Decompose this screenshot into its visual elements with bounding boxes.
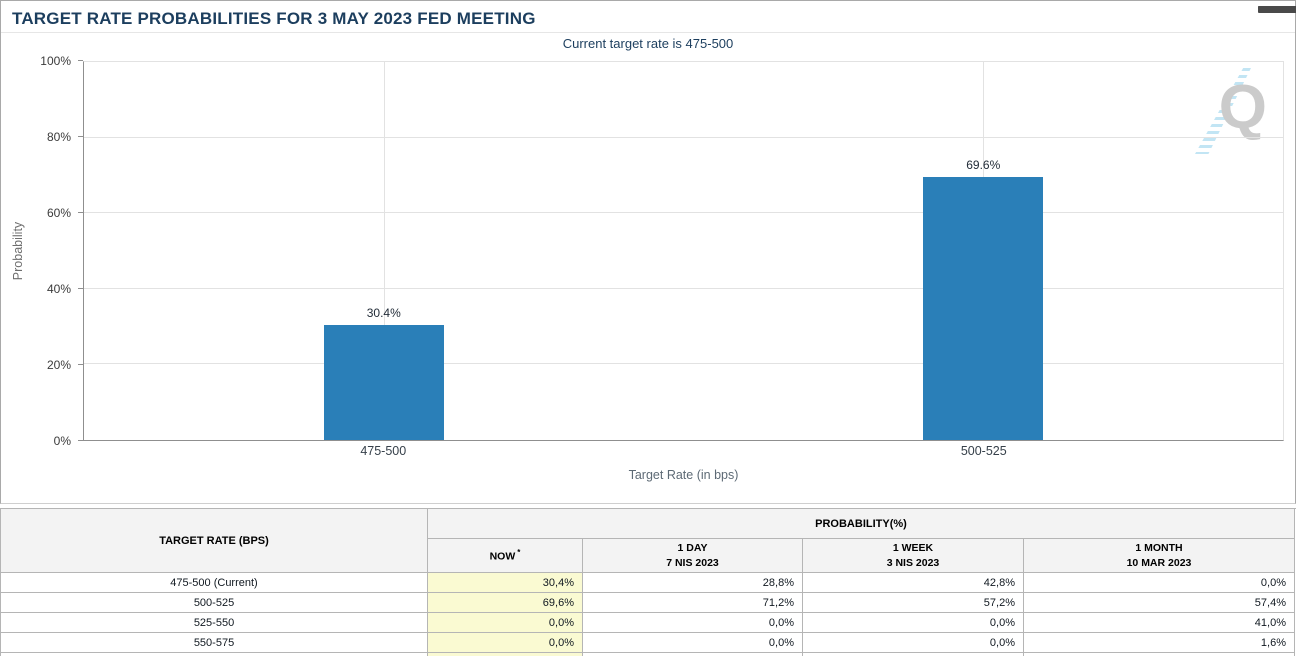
subcolumn-label: NOW * (489, 547, 521, 563)
watermark-letter: Q (1218, 73, 1267, 142)
probability-cell: 1,6% (1024, 633, 1295, 653)
partial-cell (583, 653, 803, 656)
plot-area: Q 30.4% 69.6% (83, 61, 1284, 441)
h-gridline (84, 212, 1283, 214)
x-axis-title: Target Rate (in bps) (628, 468, 739, 482)
subcolumn-header-now: NOW * (428, 539, 583, 573)
table-row: 550-575 0,0% 0,0% 0,0% 1,6% (1, 633, 1296, 653)
probability-header-group: PROBABILITY(%) NOW * 1 DAY 7 NIS 2023 1 WEEK… (428, 509, 1295, 573)
target-rate-header: TARGET RATE (BPS) (1, 509, 428, 573)
chart-panel: TARGET RATE PROBABILITIES FOR 3 MAY 2023… (0, 0, 1296, 504)
y-tick-label: 100% (40, 54, 71, 68)
probability-cell: 0,0% (428, 633, 583, 653)
subcolumn-date: 3 NIS 2023 (886, 556, 940, 569)
probability-cell: 57,2% (803, 593, 1024, 613)
x-category-label: 475-500 (360, 444, 407, 458)
y-tick-label: 80% (46, 130, 71, 144)
target-rate-cell: 475-500 (Current) (1, 573, 428, 593)
y-tick-label: 0% (53, 434, 71, 448)
target-rate-cell: 525-550 (1, 613, 428, 633)
y-tick-label: 20% (46, 358, 71, 372)
bar-475-500[interactable] (323, 325, 444, 440)
subcolumn-date: 10 MAR 2023 (1126, 556, 1192, 569)
probability-cell: 0,0% (583, 633, 803, 653)
target-rate-cell: 500-525 (1, 593, 428, 613)
partial-cell (1024, 653, 1295, 656)
subcolumn-label: 1 DAY (677, 542, 708, 555)
probability-cell: 0,0% (803, 633, 1024, 653)
y-tick-mark (78, 440, 83, 441)
probability-cell: 69,6% (428, 593, 583, 613)
table-row: 525-550 0,0% 0,0% 0,0% 41,0% (1, 613, 1296, 633)
y-tick-mark (78, 60, 83, 61)
page-title: TARGET RATE PROBABILITIES FOR 3 MAY 2023… (12, 9, 536, 28)
subcolumn-date: 7 NIS 2023 (666, 556, 719, 569)
y-tick-mark (78, 212, 83, 213)
v-gridline (383, 62, 385, 440)
probability-cell: 0,0% (583, 613, 803, 633)
chart-subtitle: Current target rate is 475-500 (562, 36, 734, 51)
partial-cell (428, 653, 583, 656)
probability-table: TARGET RATE (BPS) PROBABILITY(%) NOW * 1 D… (0, 508, 1296, 656)
h-gridline (84, 136, 1283, 138)
probability-cell: 71,2% (583, 593, 803, 613)
partial-cell (1, 653, 428, 656)
y-tick-label: 60% (46, 206, 71, 220)
probability-cell: 42,8% (803, 573, 1024, 593)
y-axis-labels: 0% 20% 40% 60% 80% 100% (1, 54, 83, 448)
table-partial-row (1, 653, 1296, 656)
menu-bar (1258, 6, 1296, 10)
bar-500-525[interactable] (923, 176, 1044, 440)
probability-header: PROBABILITY(%) (428, 509, 1295, 539)
probability-cell: 30,4% (428, 573, 583, 593)
probability-cell: 28,8% (583, 573, 803, 593)
subcolumn-header-1-week: 1 WEEK 3 NIS 2023 (803, 539, 1024, 573)
title-divider (1, 32, 1295, 33)
y-tick-mark (78, 136, 83, 137)
h-gridline (84, 287, 1283, 289)
table-row: 475-500 (Current) 30,4% 28,8% 42,8% 0,0% (1, 573, 1296, 593)
bar-value-label: 30.4% (366, 306, 401, 321)
table-subheader-row: NOW * 1 DAY 7 NIS 2023 1 WEEK 3 NIS 2023 1 MON… (428, 539, 1295, 573)
x-category-label: 500-525 (960, 444, 1007, 458)
x-axis-labels: 475-500 500-525 (83, 444, 1284, 462)
y-tick-label: 40% (46, 282, 71, 296)
y-tick-mark (78, 364, 83, 365)
table-header: TARGET RATE (BPS) PROBABILITY(%) NOW * 1 D… (1, 509, 1296, 573)
subcolumn-header-1-month: 1 MONTH 10 MAR 2023 (1024, 539, 1295, 573)
h-gridline (84, 363, 1283, 365)
probability-cell: 0,0% (803, 613, 1024, 633)
partial-cell (803, 653, 1024, 656)
probability-cell: 41,0% (1024, 613, 1295, 633)
table-body: 475-500 (Current) 30,4% 28,8% 42,8% 0,0% 500-… (1, 573, 1296, 653)
subcolumn-label: 1 WEEK (892, 542, 934, 555)
footnote-asterisk: * (517, 547, 521, 557)
bar-value-label: 69.6% (966, 157, 1001, 172)
table-row: 500-525 69,6% 71,2% 57,2% 57,4% (1, 593, 1296, 613)
subcolumn-label: 1 MONTH (1135, 542, 1183, 555)
probability-cell: 0,0% (428, 613, 583, 633)
target-rate-cell: 550-575 (1, 633, 428, 653)
menu-bar (1258, 9, 1296, 13)
subcolumn-header-1-day: 1 DAY 7 NIS 2023 (583, 539, 803, 573)
provider-watermark-logo: Q (1195, 68, 1267, 154)
probability-cell: 0,0% (1024, 573, 1295, 593)
y-tick-mark (78, 288, 83, 289)
probability-cell: 57,4% (1024, 593, 1295, 613)
